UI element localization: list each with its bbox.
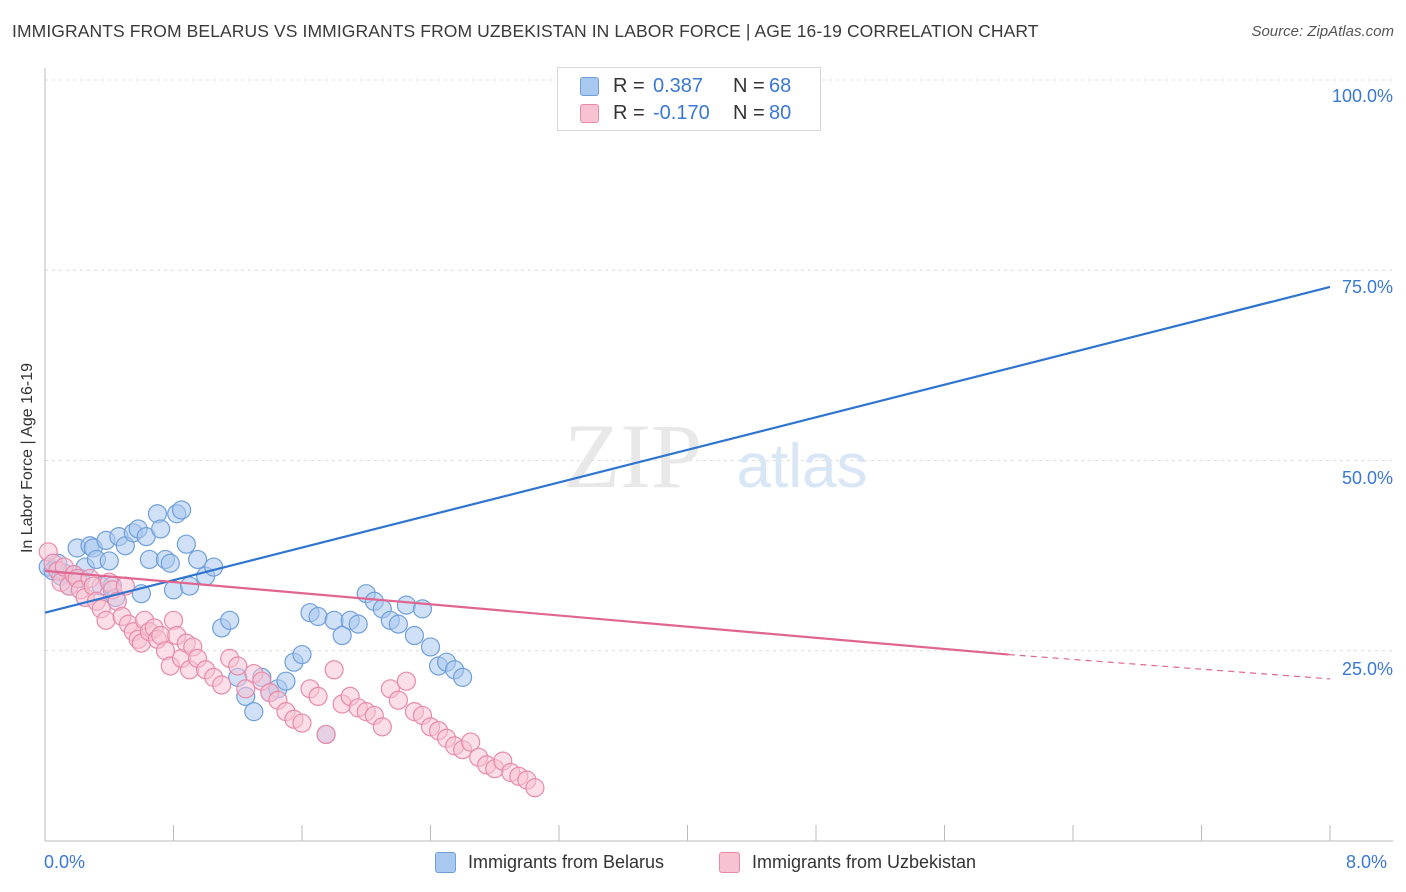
data-point [187,549,208,570]
data-point [348,614,368,634]
y-axis-label: In Labor Force | Age 16-19 [19,362,36,554]
y-tick-label-75: 75.0% [1341,277,1393,297]
data-point [151,519,171,539]
grid-lines [45,79,1393,652]
data-point [525,778,545,798]
data-point [236,679,256,699]
data-point [220,610,240,630]
legend-swatch-uzbekistan [580,103,599,123]
legend-r-label: R = [613,101,645,124]
legend-row-belarus: R = 0.387 N = 68 [580,73,791,99]
legend-n-label: N = [733,101,765,124]
data-point [420,637,441,657]
legend-r-value: -0.170 [653,101,710,124]
data-point [160,553,180,573]
x-tick-label-min: 0.0% [44,852,86,872]
data-point [396,595,417,615]
data-point [372,717,392,737]
data-point [139,549,160,570]
trend-line-0 [44,285,1331,614]
data-point [404,625,425,646]
data-point [396,671,417,691]
data-point [176,534,196,554]
series-legend: Immigrants from Belarus Immigrants from … [0,852,1406,878]
correlation-legend: R = 0.387 N = 68 R = -0.170 N = 80 [557,67,821,131]
legend-r-label: R = [613,74,645,97]
watermark-zip: ZIP [564,405,702,507]
data-point [204,557,224,577]
series-legend-uzbekistan: Immigrants from Uzbekistan [719,852,976,873]
data-point [292,713,312,733]
data-point [388,614,408,634]
trend-line-1 [44,569,1009,656]
chart-title: IMMIGRANTS FROM BELARUS VS IMMIGRANTS FR… [12,21,1039,41]
data-point [332,625,352,646]
data-point [316,724,336,745]
watermark-atlas: atlas [737,432,868,501]
legend-swatch-belarus [580,76,599,96]
trend-lines [44,285,1331,680]
data-point [228,656,248,676]
source-label: Source: ZipAtlas.com [1251,23,1394,40]
series-legend-swatch-uzbekistan [719,852,740,873]
data-point [453,667,473,687]
series-legend-swatch-belarus [435,852,456,873]
series-legend-label-uzbekistan: Immigrants from Uzbekistan [752,852,977,872]
axes [44,68,1393,842]
y-tick-label-25: 25.0% [1341,659,1393,679]
data-point [96,610,116,630]
data-point [276,671,296,691]
data-point [99,551,119,571]
legend-r-value: 0.387 [653,74,704,97]
legend-n-value: 68 [769,74,792,97]
data-point [179,576,200,596]
data-point [171,500,192,520]
legend-n-value: 80 [769,101,792,124]
data-point [308,606,328,627]
x-tick-label-max: 8.0% [1346,852,1388,872]
data-point [292,644,312,665]
watermark: ZIP atlas [564,405,867,507]
data-point [461,732,481,752]
series-uzbekistan-points [38,542,545,798]
series-legend-label-belarus: Immigrants from Belarus [468,852,665,872]
series-legend-belarus: Immigrants from Belarus [435,852,664,873]
y-tick-label-50: 50.0% [1341,468,1393,488]
data-point [212,675,232,695]
data-point [244,702,264,722]
trend-extension-1 [1008,653,1331,680]
y-tick-label-100: 100.0% [1331,86,1393,106]
data-point [308,686,328,707]
legend-row-uzbekistan: R = -0.170 N = 80 [580,100,791,126]
legend-n-label: N = [733,74,765,97]
data-point [388,690,408,710]
data-point [324,660,344,680]
